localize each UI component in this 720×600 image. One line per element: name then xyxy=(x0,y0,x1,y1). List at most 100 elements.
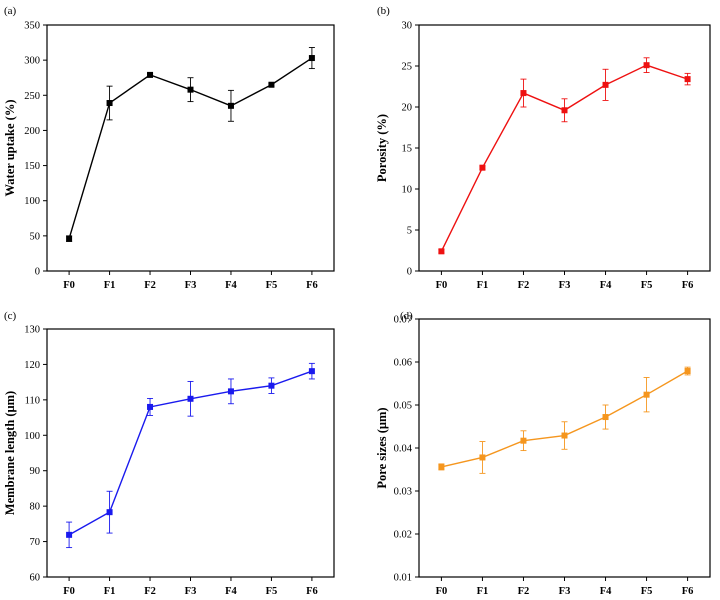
data-point-F2 xyxy=(520,437,527,444)
x-tick-label: F3 xyxy=(185,280,197,291)
series-line xyxy=(441,370,688,468)
data-point-F5 xyxy=(268,81,275,88)
data-point-F3 xyxy=(561,432,568,439)
panel-label: (d) xyxy=(400,310,413,322)
x-tick-label: F2 xyxy=(518,586,530,597)
data-point-F0 xyxy=(66,235,73,242)
data-point-F6 xyxy=(308,368,315,375)
y-tick-label: 0.04 xyxy=(394,444,413,455)
y-tick-label: 0.05 xyxy=(394,401,412,412)
x-tick-label: F3 xyxy=(559,586,571,597)
y-tick-label: 200 xyxy=(24,126,40,137)
x-tick-label: F3 xyxy=(185,586,197,597)
panel-label: (c) xyxy=(4,310,17,322)
x-tick-label: F6 xyxy=(682,280,694,291)
data-point-F5 xyxy=(268,382,275,389)
chart-panel-3: (c) 60 70 80 90 100 110 120 130 F0 F1 F2 F3 F4 F5 F6 Mem… xyxy=(3,310,335,597)
plot-frame xyxy=(46,24,335,272)
y-tick-label: 100 xyxy=(24,431,40,442)
y-tick-label: 30 xyxy=(402,21,413,32)
y-axis-label: Porosity (%) xyxy=(375,114,389,182)
plot-frame xyxy=(418,24,711,272)
y-tick-label: 130 xyxy=(24,325,40,336)
data-point-F5 xyxy=(643,62,650,69)
x-tick-label: F4 xyxy=(600,280,612,291)
data-point-F6 xyxy=(684,76,691,83)
y-tick-label: 120 xyxy=(24,360,40,371)
y-tick-label: 80 xyxy=(30,502,41,513)
panel-label: (b) xyxy=(377,5,390,17)
y-tick-label: 250 xyxy=(24,91,40,102)
data-point-F1 xyxy=(479,164,486,171)
data-point-F1 xyxy=(106,100,113,107)
y-tick-label: 0.06 xyxy=(394,358,412,369)
data-point-F4 xyxy=(602,81,609,88)
y-tick-label: 0.07 xyxy=(394,315,412,326)
x-tick-label: F0 xyxy=(436,586,448,597)
data-point-F4 xyxy=(227,388,234,395)
x-tick-label: F3 xyxy=(559,280,571,291)
y-tick-label: 0.02 xyxy=(394,530,412,541)
x-tick-label: F6 xyxy=(306,280,318,291)
y-tick-label: 0 xyxy=(35,267,40,278)
y-tick-label: 0.01 xyxy=(394,573,412,584)
x-tick-label: F4 xyxy=(600,586,612,597)
y-tick-label: 60 xyxy=(30,573,41,584)
chart-panel-1: (a) 0 50 100 150 200 250 300 350 F0 F1 F2 F3 F4 F5 F6 Wa… xyxy=(3,5,335,291)
y-tick-label: 5 xyxy=(407,226,412,237)
y-tick-label: 350 xyxy=(24,21,40,32)
x-tick-label: F6 xyxy=(306,586,318,597)
data-point-F3 xyxy=(187,86,194,93)
x-tick-label: F1 xyxy=(477,280,489,291)
data-point-F3 xyxy=(561,107,568,114)
data-point-F4 xyxy=(227,102,234,109)
y-tick-label: 100 xyxy=(24,196,40,207)
y-tick-label: 300 xyxy=(24,56,40,67)
x-tick-label: F6 xyxy=(682,586,694,597)
data-point-F4 xyxy=(602,414,609,421)
chart-panel-2: (b) 0 5 10 15 20 25 30 F0 F1 F2 F3 F4 F5 F6 Porosity (%… xyxy=(375,5,711,291)
data-point-F2 xyxy=(520,90,527,97)
y-tick-label: 0 xyxy=(407,267,412,278)
data-point-F0 xyxy=(438,463,445,470)
y-tick-label: 50 xyxy=(30,231,41,242)
x-tick-label: F0 xyxy=(436,280,448,291)
data-point-F6 xyxy=(684,368,691,375)
x-tick-label: F4 xyxy=(225,586,237,597)
x-tick-label: F1 xyxy=(477,586,489,597)
y-axis-label: Membrane length (μm) xyxy=(3,391,17,515)
data-point-F2 xyxy=(147,71,154,78)
x-tick-label: F4 xyxy=(225,280,237,291)
x-tick-label: F5 xyxy=(266,586,278,597)
y-axis-label: Pore sizes (μm) xyxy=(375,407,389,488)
data-point-F0 xyxy=(438,248,445,255)
x-tick-label: F2 xyxy=(144,586,156,597)
x-tick-label: F1 xyxy=(104,280,116,291)
chart-panel-4: (d) 0.01 0.02 0.03 0.04 0.05 0.06 0.07 F0 F1 F2 F3 F… xyxy=(375,310,711,597)
data-point-F3 xyxy=(187,395,194,402)
plot-frame xyxy=(46,328,335,578)
panel-label: (a) xyxy=(4,5,17,17)
data-point-F1 xyxy=(106,509,113,516)
y-tick-label: 0.03 xyxy=(394,487,412,498)
x-tick-label: F5 xyxy=(641,280,653,291)
y-axis-label: Water uptake (%) xyxy=(3,100,17,197)
y-tick-label: 10 xyxy=(402,185,413,196)
y-tick-label: 110 xyxy=(25,395,40,406)
y-tick-label: 150 xyxy=(24,161,40,172)
series-line xyxy=(440,64,688,252)
y-tick-label: 70 xyxy=(30,537,41,548)
data-point-F0 xyxy=(66,531,73,538)
data-point-F1 xyxy=(479,454,486,461)
x-tick-label: F0 xyxy=(63,280,75,291)
y-tick-label: 15 xyxy=(402,144,413,155)
x-tick-label: F2 xyxy=(518,280,530,291)
y-tick-label: 90 xyxy=(30,466,41,477)
x-tick-label: F0 xyxy=(63,586,75,597)
x-tick-label: F1 xyxy=(104,586,116,597)
y-tick-label: 25 xyxy=(402,62,413,73)
data-point-F5 xyxy=(643,391,650,398)
y-tick-label: 20 xyxy=(402,103,413,114)
x-tick-label: F2 xyxy=(144,280,156,291)
